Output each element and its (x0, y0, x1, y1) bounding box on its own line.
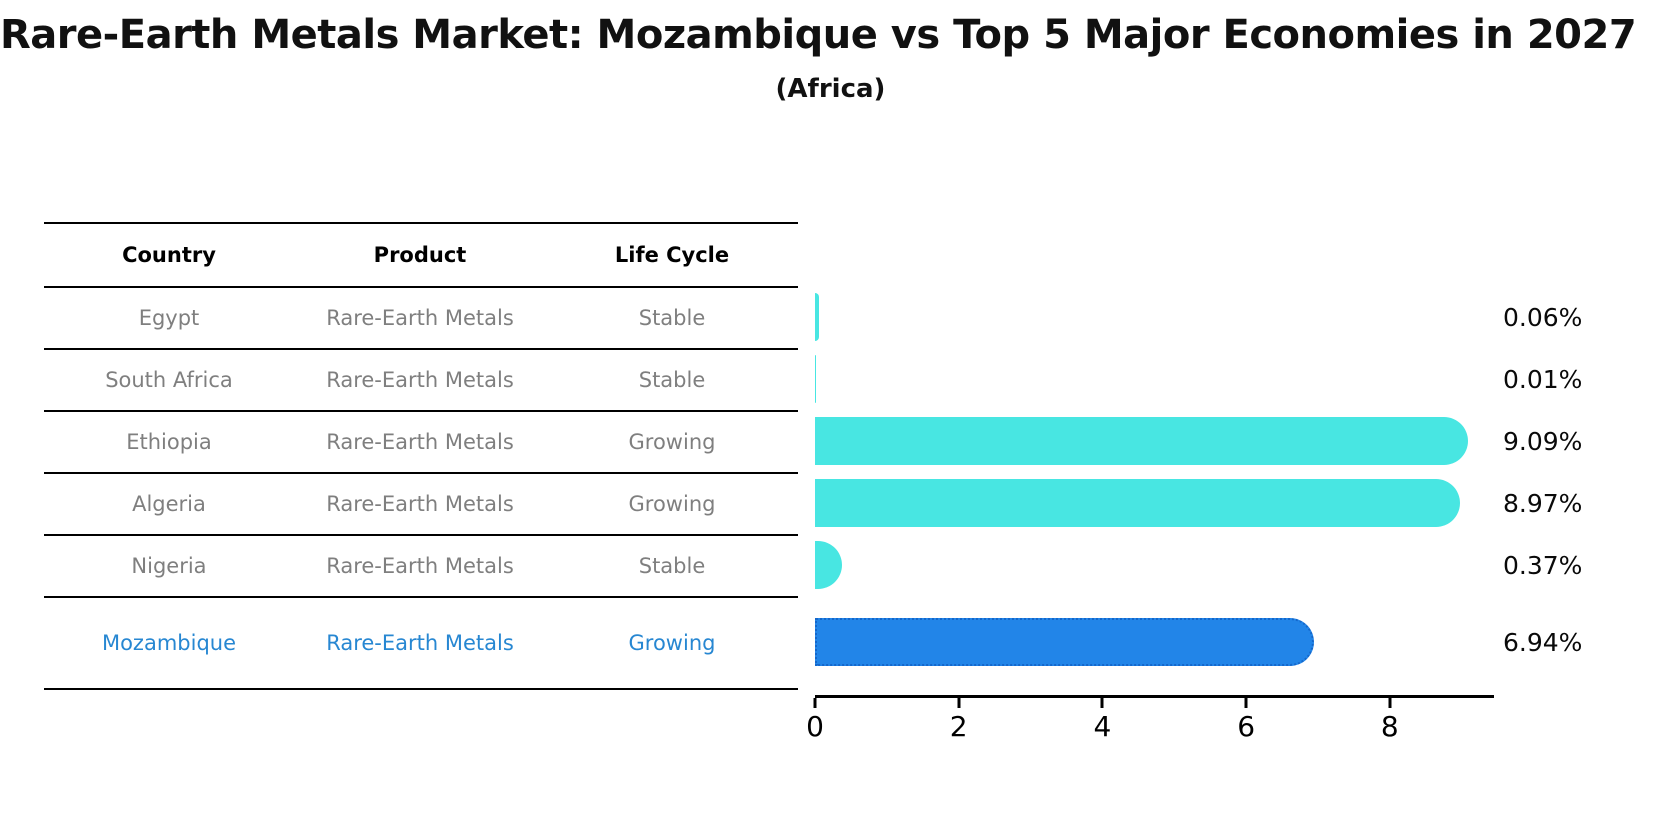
cell-country: Algeria (132, 492, 206, 516)
value-label-column: 0.06% 0.01% 9.09% 8.97% 0.37% 6.94% (1503, 222, 1653, 688)
x-axis-tick-mark (1244, 698, 1248, 708)
cell-product: Rare-Earth Metals (326, 554, 514, 578)
bar-row-spacer (815, 222, 1494, 286)
bar-row (815, 596, 1494, 688)
chart-subtitle: (Africa) (775, 74, 886, 104)
bar-algeria (815, 479, 1460, 527)
cell-country: Mozambique (101, 631, 237, 655)
bar-plot-area (815, 222, 1494, 688)
x-axis-ticks: 0 2 4 6 8 (806, 695, 1494, 755)
bar-row (815, 534, 1494, 596)
cell-life-cycle: Stable (638, 554, 706, 578)
cell-product: Rare-Earth Metals (326, 492, 514, 516)
bar-row (815, 410, 1494, 472)
bar-nigeria (815, 541, 842, 589)
cell-country: Ethiopia (126, 430, 212, 454)
bar-south-africa (815, 355, 816, 403)
x-axis-tick-label: 6 (1237, 710, 1256, 743)
x-axis-tick-mark (1388, 698, 1392, 708)
x-axis-tick-label: 4 (1093, 710, 1112, 743)
value-label-egypt: 0.06% (1503, 302, 1583, 332)
chart-title: Rare-Earth Metals Market: Mozambique vs … (0, 12, 1637, 58)
value-label-spacer (1503, 222, 1653, 286)
x-axis-tick-mark (957, 698, 961, 708)
col-header-life-cycle: Life Cycle (614, 243, 730, 267)
cell-product: Rare-Earth Metals (326, 306, 514, 330)
cell-product: Rare-Earth Metals (326, 430, 514, 454)
cell-country: South Africa (105, 368, 233, 392)
cell-life-cycle: Growing (628, 631, 716, 655)
table-row-mozambique-highlighted: Mozambique Rare-Earth Metals Growing (44, 598, 798, 690)
cell-life-cycle: Stable (638, 368, 706, 392)
table-row-south-africa: South Africa Rare-Earth Metals Stable (44, 350, 798, 412)
x-axis-tick-label: 2 (949, 710, 968, 743)
cell-life-cycle: Growing (628, 492, 716, 516)
value-label-mozambique: 6.94% (1503, 627, 1583, 657)
cell-life-cycle: Stable (638, 306, 706, 330)
bar-row (815, 472, 1494, 534)
cell-country: Nigeria (131, 554, 207, 578)
cell-product: Rare-Earth Metals (326, 631, 514, 655)
x-axis-tick-label: 8 (1380, 710, 1399, 743)
table-row-ethiopia: Ethiopia Rare-Earth Metals Growing (44, 412, 798, 474)
col-header-product: Product (373, 243, 467, 267)
cell-country: Egypt (138, 306, 200, 330)
value-label-south-africa: 0.01% (1503, 364, 1583, 394)
table-row-algeria: Algeria Rare-Earth Metals Growing (44, 474, 798, 536)
value-label-ethiopia: 9.09% (1503, 426, 1583, 456)
value-label-algeria: 8.97% (1503, 488, 1583, 518)
x-axis-line (815, 695, 1494, 698)
bar-row (815, 348, 1494, 410)
bar-egypt (815, 293, 820, 341)
x-axis-tick-label: 0 (806, 710, 824, 743)
x-axis-tick-mark (1100, 698, 1104, 708)
table-header-row: Country Product Life Cycle (44, 224, 798, 288)
table-row-nigeria: Nigeria Rare-Earth Metals Stable (44, 536, 798, 598)
data-table: Country Product Life Cycle Egypt Rare-Ea… (44, 222, 798, 690)
value-label-nigeria: 0.37% (1503, 550, 1583, 580)
bar-mozambique-highlighted (815, 618, 1314, 666)
bar-ethiopia (815, 417, 1469, 465)
x-axis-tick-mark (813, 698, 817, 708)
table-row-egypt: Egypt Rare-Earth Metals Stable (44, 288, 798, 350)
cell-product: Rare-Earth Metals (326, 368, 514, 392)
col-header-country: Country (122, 243, 216, 267)
cell-life-cycle: Growing (628, 430, 716, 454)
bar-row (815, 286, 1494, 348)
